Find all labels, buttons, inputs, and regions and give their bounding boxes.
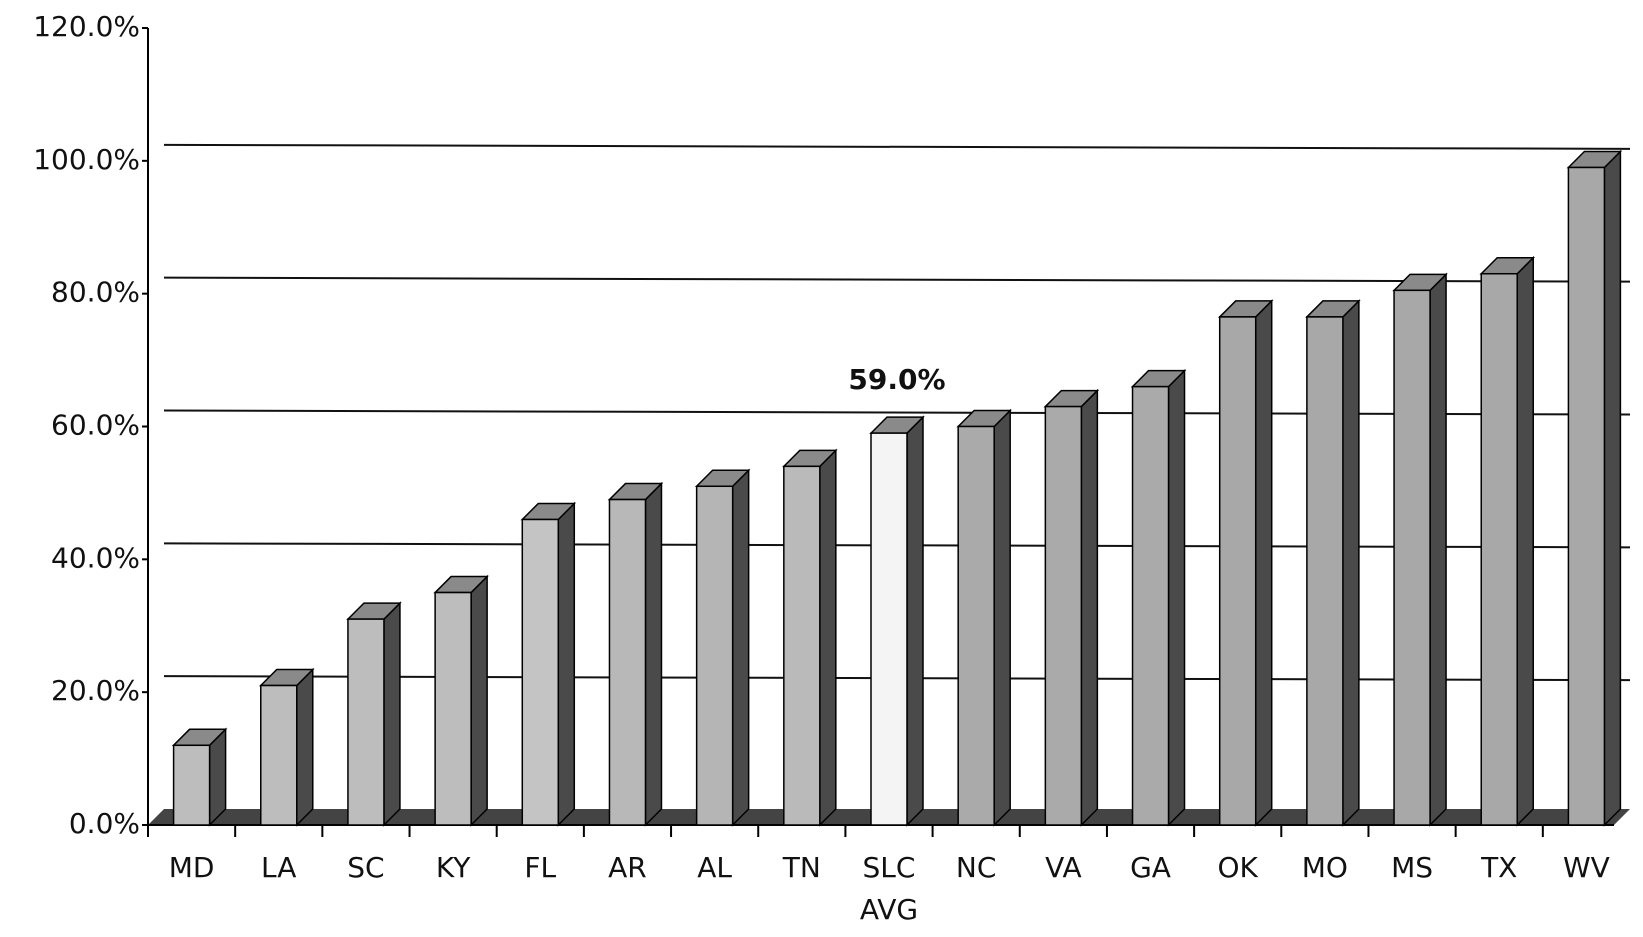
x-tick-label: MS [1391, 851, 1434, 884]
bar-side [296, 667, 314, 827]
bar [608, 498, 647, 826]
x-tick-label: VA [1045, 851, 1082, 884]
bar-side [1342, 299, 1360, 827]
bar-side [993, 408, 1011, 827]
y-tick-label: 60.0% [51, 409, 140, 442]
x-tick-label: KY [435, 851, 471, 884]
x-tick-label: TX [1481, 851, 1518, 884]
x-tick-label: FL [524, 851, 557, 884]
bar [434, 591, 472, 826]
grid-line [163, 143, 1631, 150]
bar [695, 485, 734, 826]
y-tick-label: 100.0% [33, 143, 140, 176]
bar [957, 425, 995, 826]
bar-side [1603, 149, 1622, 827]
y-tick-label: 0.0% [69, 807, 140, 840]
x-tick-label: TN [782, 851, 821, 884]
bar [260, 684, 298, 826]
data-label: 59.0% [848, 363, 945, 396]
x-tick-label: WV [1562, 851, 1610, 884]
y-tick-label: 20.0% [51, 674, 140, 707]
bar-side [557, 501, 576, 827]
x-tick-label: AL [697, 851, 733, 884]
bar-side [906, 415, 924, 827]
x-tick-label: OK [1217, 851, 1258, 884]
bar-side [819, 448, 837, 827]
bar-side [383, 601, 401, 827]
bar-side [644, 481, 663, 827]
x-tick-label: MD [168, 851, 215, 884]
x-tick-label: SC [347, 851, 385, 884]
bar-side [731, 468, 750, 827]
bar [1131, 385, 1170, 826]
bar [1306, 316, 1344, 826]
x-tick-label: LA [261, 851, 297, 884]
y-tick-label: 120.0% [33, 10, 140, 43]
x-tick-label: GA [1130, 851, 1171, 884]
bar-side [1080, 388, 1099, 827]
bar [1044, 405, 1083, 826]
bar-side [1516, 255, 1534, 827]
bar [1218, 316, 1257, 826]
bar [1480, 272, 1518, 826]
grid-line [163, 409, 1631, 416]
bar [1567, 166, 1606, 826]
bar [521, 518, 560, 826]
bar-side [1429, 272, 1447, 827]
x-tick-label: SLC AVG [859, 851, 919, 926]
bar [172, 744, 211, 826]
bar [783, 465, 821, 826]
grid-line [163, 276, 1631, 283]
x-tick-label: NC [955, 851, 997, 884]
x-tick-label: AR [608, 851, 647, 884]
y-tick-label: 80.0% [51, 276, 140, 309]
bar [870, 432, 908, 826]
bar [347, 618, 385, 826]
bar-side [470, 574, 488, 827]
bar [1393, 289, 1431, 826]
bar-side [1167, 368, 1186, 827]
x-tick-label: MO [1301, 851, 1348, 884]
bar-side [1254, 299, 1273, 827]
y-tick-label: 40.0% [51, 541, 140, 574]
